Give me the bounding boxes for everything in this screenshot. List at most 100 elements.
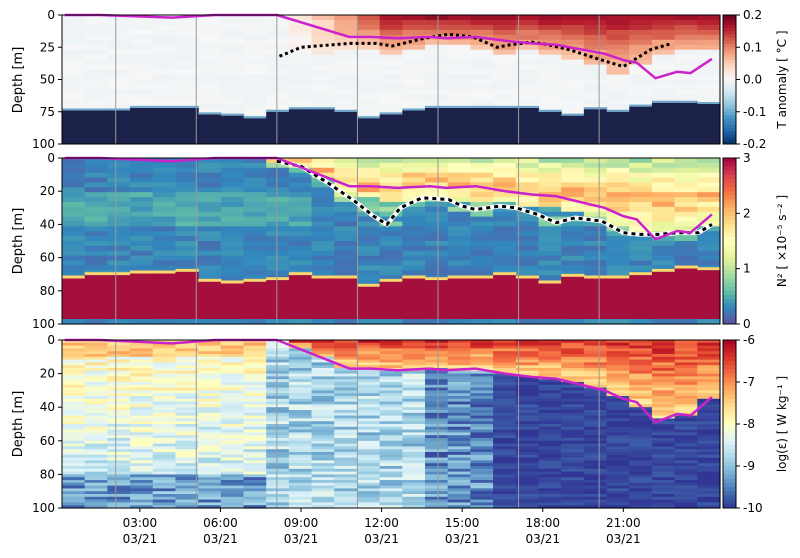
heatmap-cell bbox=[220, 404, 245, 408]
heatmap-cell bbox=[84, 94, 108, 100]
heatmap-cell bbox=[266, 226, 290, 232]
heatmap-cell bbox=[470, 49, 494, 56]
heatmap-cell bbox=[198, 104, 222, 110]
heatmap-cell bbox=[425, 370, 449, 375]
heatmap-cell bbox=[84, 354, 108, 358]
heatmap-cell bbox=[447, 477, 472, 481]
heatmap-cell bbox=[220, 401, 245, 405]
heatmap-cell bbox=[697, 69, 721, 76]
heatmap-cell bbox=[198, 84, 222, 91]
heatmap-cell bbox=[198, 236, 222, 242]
heatmap-cell bbox=[311, 19, 335, 26]
heatmap-cell bbox=[334, 351, 358, 355]
colorbar-segment bbox=[723, 47, 736, 51]
heatmap-cell bbox=[379, 390, 403, 394]
heatmap-cell bbox=[447, 216, 472, 223]
heatmap-cell bbox=[651, 226, 676, 232]
heatmap-cell bbox=[425, 384, 449, 389]
heatmap-cell bbox=[470, 24, 494, 31]
heatmap-cell bbox=[425, 457, 449, 461]
seafloor-edge bbox=[334, 109, 358, 112]
heatmap-cell bbox=[220, 265, 245, 271]
heatmap-cell bbox=[629, 177, 653, 184]
heatmap-cell bbox=[130, 474, 154, 478]
heatmap-cell bbox=[356, 340, 381, 344]
heatmap-cell bbox=[356, 474, 381, 478]
heatmap-cell bbox=[493, 471, 517, 475]
heatmap-cell bbox=[198, 410, 222, 414]
heatmap-cell bbox=[561, 401, 585, 405]
heatmap-cell bbox=[220, 463, 245, 467]
heatmap-cell bbox=[266, 496, 290, 501]
heatmap-cell bbox=[334, 54, 358, 61]
heatmap-cell bbox=[311, 342, 335, 347]
heatmap-cell bbox=[697, 19, 721, 26]
heatmap-cell bbox=[425, 84, 449, 91]
heatmap-cell bbox=[651, 460, 676, 464]
heatmap-cell bbox=[561, 348, 585, 352]
heatmap-cell bbox=[130, 74, 154, 81]
heatmap-cell bbox=[175, 421, 199, 425]
heatmap-cell bbox=[107, 265, 131, 271]
heatmap-cell bbox=[84, 491, 108, 495]
heatmap-cell bbox=[402, 79, 426, 86]
heatmap-cell bbox=[220, 167, 245, 174]
heatmap-cell bbox=[311, 384, 335, 389]
heatmap-cell bbox=[402, 494, 426, 498]
heatmap-cell bbox=[356, 457, 381, 461]
colorbar-segment bbox=[723, 82, 736, 87]
heatmap-cell bbox=[629, 438, 653, 442]
colorbar-segment bbox=[723, 73, 736, 77]
heatmap-cell bbox=[62, 387, 86, 391]
heatmap-cell bbox=[334, 158, 358, 164]
heatmap-cell bbox=[674, 379, 698, 383]
heatmap-cell bbox=[402, 265, 426, 271]
heatmap-cell bbox=[220, 390, 245, 394]
heatmap-cell bbox=[583, 421, 608, 425]
heatmap-cell bbox=[243, 382, 267, 386]
heatmap-cell bbox=[651, 162, 676, 169]
heatmap-cell bbox=[356, 74, 381, 81]
heatmap-cell bbox=[311, 488, 335, 492]
heatmap-cell bbox=[130, 466, 154, 470]
heatmap-cell bbox=[447, 44, 472, 51]
heatmap-cell bbox=[606, 412, 630, 417]
heatmap-cell bbox=[447, 221, 472, 227]
heatmap-cell bbox=[515, 44, 540, 51]
heatmap-cell bbox=[561, 265, 585, 271]
colorbar-segment bbox=[723, 419, 736, 425]
heatmap-cell bbox=[629, 398, 653, 403]
heatmap-cell bbox=[152, 502, 177, 506]
heatmap-cell bbox=[107, 255, 131, 262]
colorbar-segment bbox=[723, 411, 736, 417]
colorbar-segment bbox=[723, 21, 736, 26]
seafloor-block bbox=[697, 104, 721, 144]
heatmap-cell bbox=[697, 496, 721, 501]
heatmap-cell bbox=[561, 370, 585, 375]
heatmap-cell bbox=[107, 412, 131, 417]
heatmap-cell bbox=[311, 480, 335, 484]
heatmap-cell bbox=[130, 452, 154, 456]
heatmap-cell bbox=[697, 480, 721, 484]
heatmap-cell bbox=[356, 452, 381, 456]
heatmap-cell bbox=[561, 449, 585, 453]
heatmap-cell bbox=[674, 435, 698, 439]
heatmap-cell bbox=[674, 502, 698, 506]
heatmap-cell bbox=[425, 348, 449, 352]
heatmap-cell bbox=[243, 432, 267, 436]
heatmap-cell bbox=[425, 39, 449, 46]
heatmap-cell bbox=[266, 255, 290, 262]
heatmap-cell bbox=[84, 452, 108, 456]
heatmap-cell bbox=[674, 192, 698, 198]
heatmap-cell bbox=[651, 241, 676, 247]
colorbar-segment bbox=[723, 432, 736, 438]
heatmap-cell bbox=[629, 485, 653, 489]
heatmap-cell bbox=[629, 393, 653, 397]
heatmap-cell bbox=[175, 404, 199, 408]
heatmap-cell bbox=[538, 390, 562, 394]
heatmap-cell bbox=[152, 44, 177, 51]
heatmap-cell bbox=[606, 432, 630, 436]
heatmap-cell bbox=[379, 29, 403, 36]
heatmap-cell bbox=[379, 255, 403, 262]
heatmap-cell bbox=[107, 502, 131, 506]
